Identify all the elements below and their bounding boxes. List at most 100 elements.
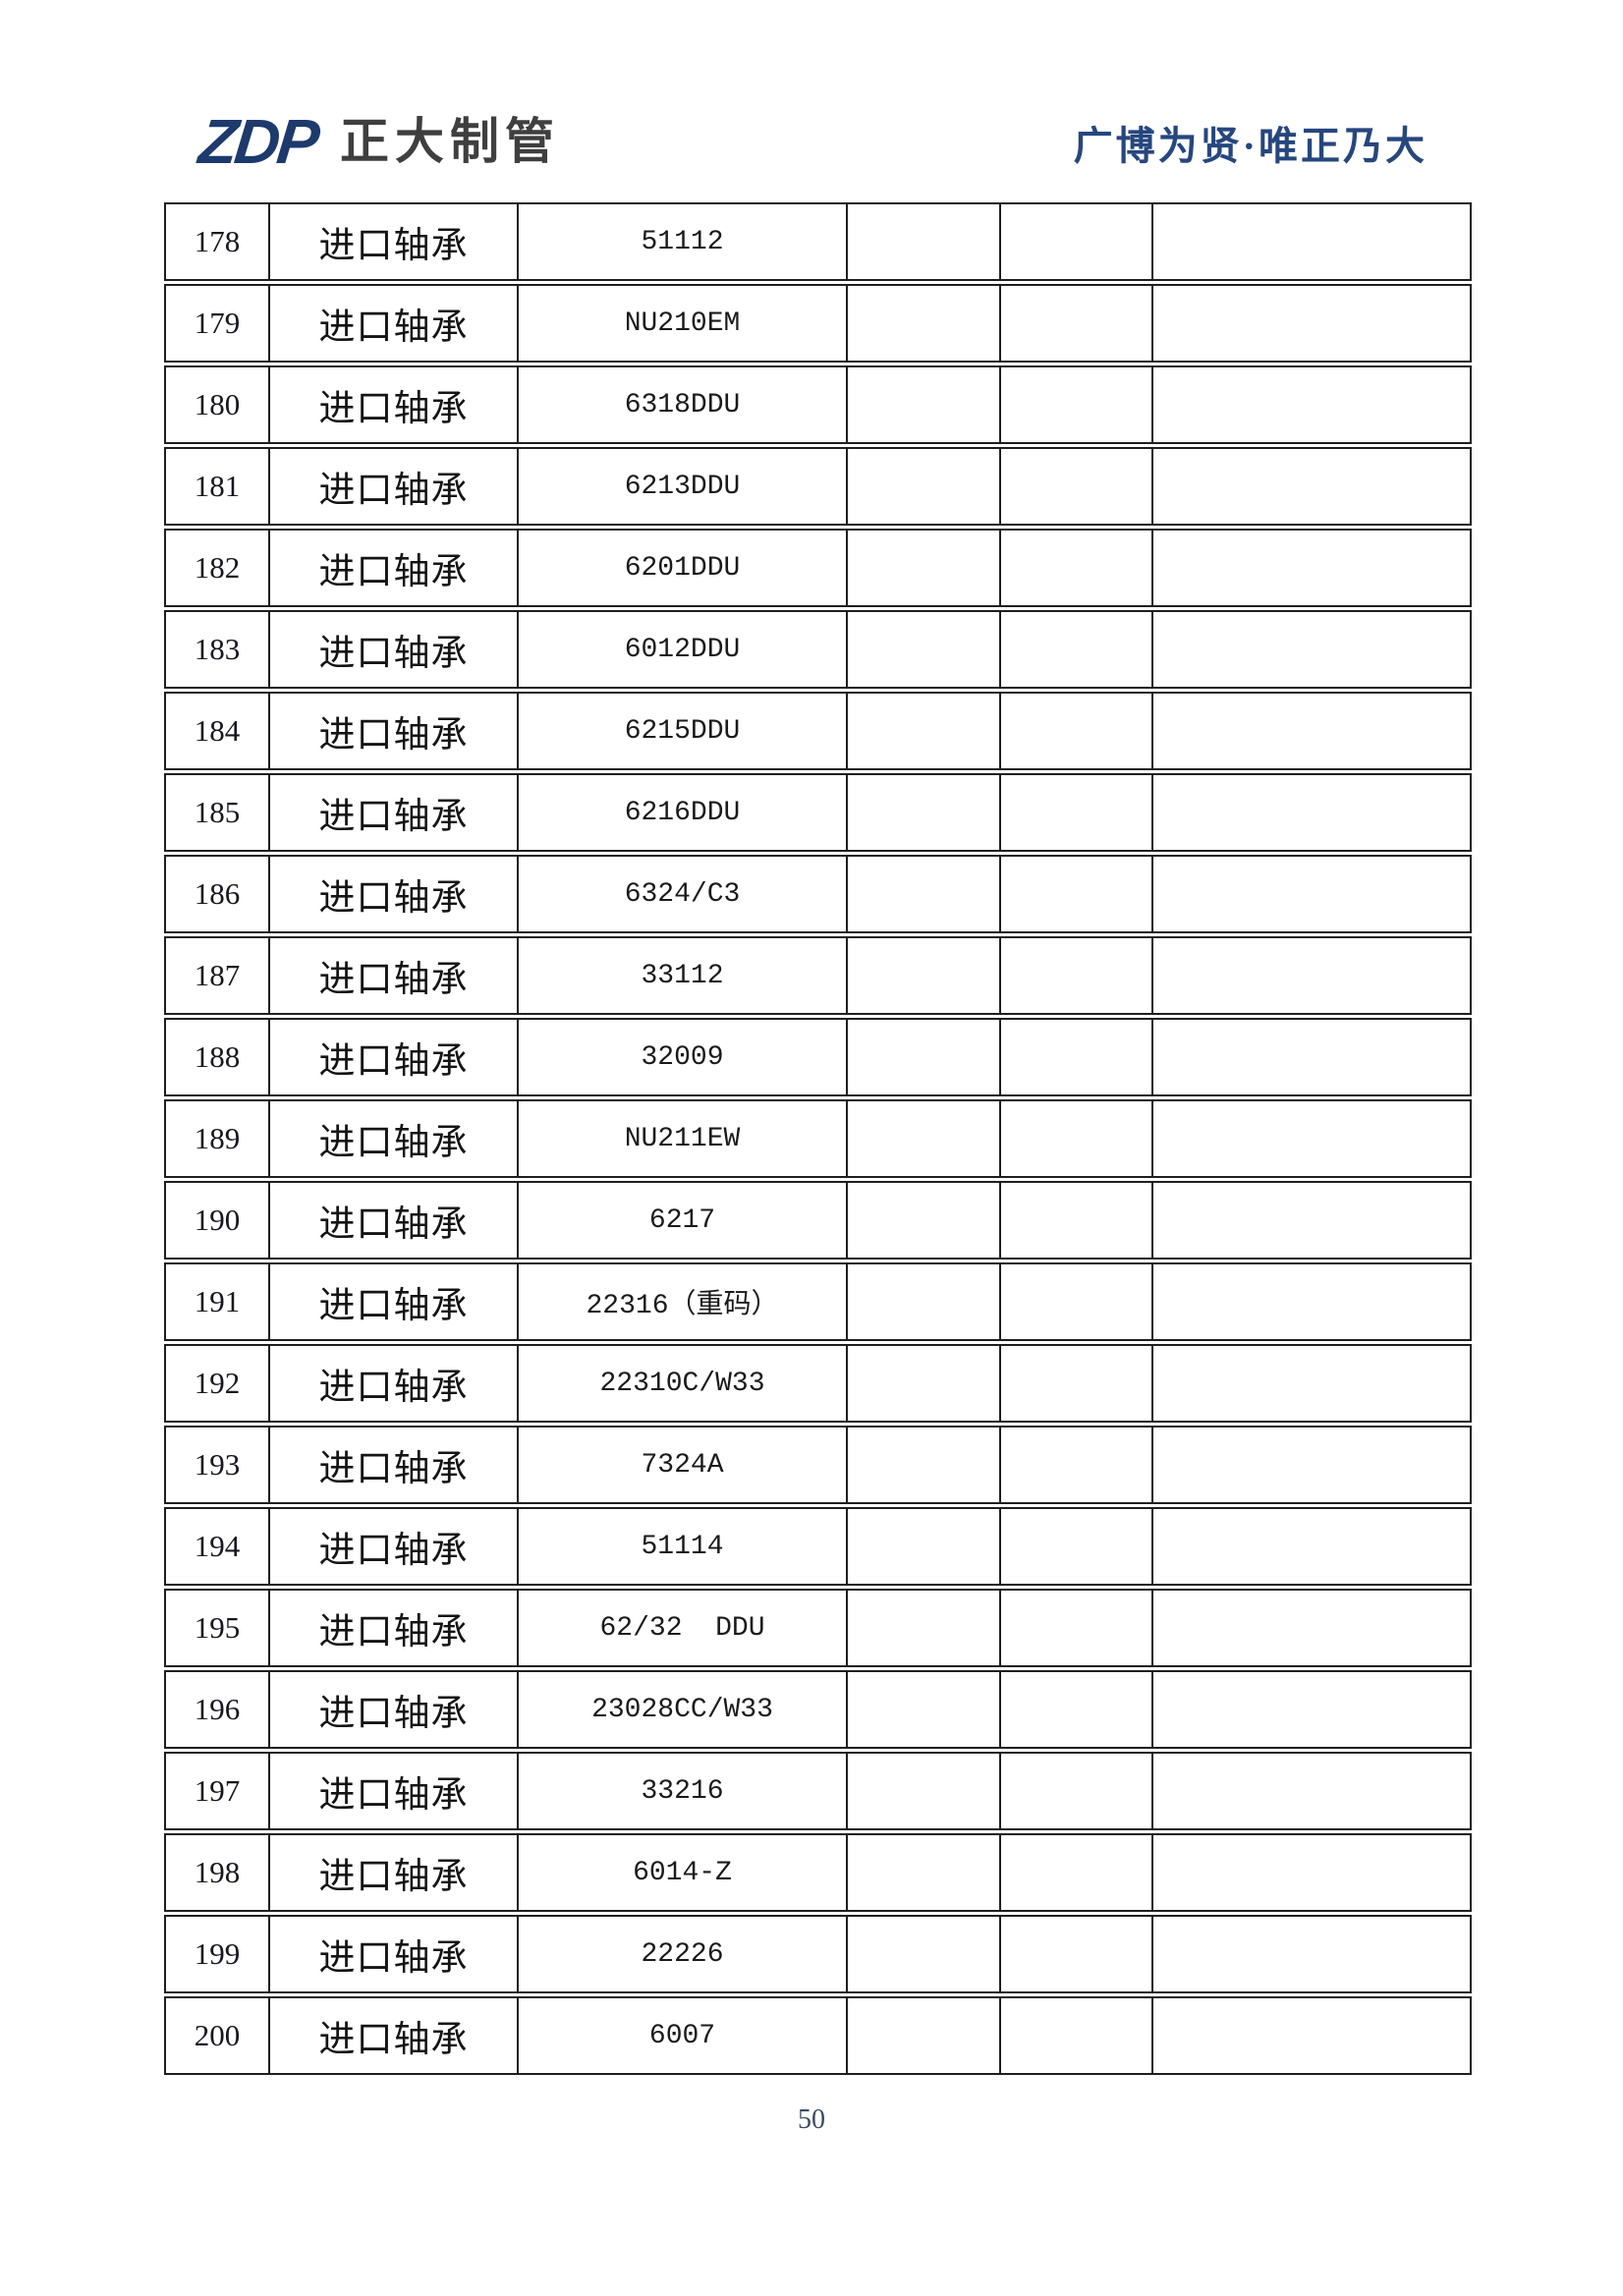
row-number-cell: 190 [164, 1181, 270, 1260]
empty-cell-1 [848, 1181, 1001, 1260]
empty-cell-3 [1153, 1833, 1472, 1912]
row-number-cell: 194 [164, 1507, 270, 1586]
model-cell: 6012DDU [519, 610, 848, 689]
model-cell: 33216 [519, 1752, 848, 1830]
empty-cell-2 [1001, 1752, 1153, 1830]
category-cell: 进口轴承 [270, 447, 519, 526]
empty-cell-2 [1001, 1996, 1153, 2075]
category-cell: 进口轴承 [270, 365, 519, 444]
row-number-cell: 197 [164, 1752, 270, 1830]
empty-cell-2 [1001, 936, 1153, 1015]
model-cell: 6201DDU [519, 529, 848, 607]
empty-cell-3 [1153, 1181, 1472, 1260]
bearings-table: 178 进口轴承 51112 179 进口轴承 NU210EM 180 进口轴承… [164, 199, 1472, 2078]
empty-cell-2 [1001, 773, 1153, 852]
table-row: 184 进口轴承 6215DDU [164, 692, 1472, 770]
model-cell: 6324/C3 [519, 855, 848, 933]
empty-cell-1 [848, 1996, 1001, 2075]
empty-cell-1 [848, 610, 1001, 689]
empty-cell-2 [1001, 1018, 1153, 1096]
row-number-cell: 193 [164, 1426, 270, 1504]
empty-cell-1 [848, 1507, 1001, 1586]
empty-cell-2 [1001, 1589, 1153, 1667]
empty-cell-2 [1001, 1099, 1153, 1178]
table-row: 190 进口轴承 6217 [164, 1181, 1472, 1260]
category-cell: 进口轴承 [270, 855, 519, 933]
table-row: 188 进口轴承 32009 [164, 1018, 1472, 1096]
model-cell: 22310C/W33 [519, 1344, 848, 1423]
table-row: 198 进口轴承 6014-Z [164, 1833, 1472, 1912]
empty-cell-1 [848, 447, 1001, 526]
empty-cell-2 [1001, 1181, 1153, 1260]
empty-cell-3 [1153, 936, 1472, 1015]
category-cell: 进口轴承 [270, 1018, 519, 1096]
empty-cell-2 [1001, 202, 1153, 281]
empty-cell-1 [848, 1589, 1001, 1667]
company-brand: ZDP 正大制管 [196, 106, 560, 177]
model-cell: 51114 [519, 1507, 848, 1586]
model-cell: 51112 [519, 202, 848, 281]
category-cell: 进口轴承 [270, 692, 519, 770]
model-cell: 6318DDU [519, 365, 848, 444]
empty-cell-2 [1001, 1670, 1153, 1749]
empty-cell-3 [1153, 1915, 1472, 1993]
empty-cell-3 [1153, 1262, 1472, 1341]
empty-cell-2 [1001, 1426, 1153, 1504]
category-cell: 进口轴承 [270, 1344, 519, 1423]
empty-cell-3 [1153, 855, 1472, 933]
empty-cell-3 [1153, 447, 1472, 526]
table-row: 193 进口轴承 7324A [164, 1426, 1472, 1504]
row-number-cell: 192 [164, 1344, 270, 1423]
empty-cell-2 [1001, 1915, 1153, 1993]
table-row: 186 进口轴承 6324/C3 [164, 855, 1472, 933]
category-cell: 进口轴承 [270, 1507, 519, 1586]
empty-cell-3 [1153, 529, 1472, 607]
model-cell: 22316（重码） [519, 1262, 848, 1341]
empty-cell-1 [848, 1833, 1001, 1912]
empty-cell-3 [1153, 1752, 1472, 1830]
company-slogan: 广博为贤·唯正乃大 [1073, 124, 1427, 168]
model-cell: 7324A [519, 1426, 848, 1504]
row-number-cell: 189 [164, 1099, 270, 1178]
row-number-cell: 200 [164, 1996, 270, 2075]
empty-cell-3 [1153, 1426, 1472, 1504]
empty-cell-1 [848, 1752, 1001, 1830]
empty-cell-1 [848, 1915, 1001, 1993]
empty-cell-2 [1001, 1507, 1153, 1586]
empty-cell-3 [1153, 202, 1472, 281]
category-cell: 进口轴承 [270, 1262, 519, 1341]
empty-cell-1 [848, 284, 1001, 363]
model-cell: 6007 [519, 1996, 848, 2075]
row-number-cell: 195 [164, 1589, 270, 1667]
model-cell: 32009 [519, 1018, 848, 1096]
category-cell: 进口轴承 [270, 773, 519, 852]
row-number-cell: 199 [164, 1915, 270, 1993]
empty-cell-3 [1153, 1589, 1472, 1667]
empty-cell-3 [1153, 1099, 1472, 1178]
model-cell: 6215DDU [519, 692, 848, 770]
row-number-cell: 184 [164, 692, 270, 770]
table-row: 194 进口轴承 51114 [164, 1507, 1472, 1586]
category-cell: 进口轴承 [270, 610, 519, 689]
table-row: 189 进口轴承 NU211EW [164, 1099, 1472, 1178]
empty-cell-2 [1001, 692, 1153, 770]
empty-cell-2 [1001, 610, 1153, 689]
table-row: 200 进口轴承 6007 [164, 1996, 1472, 2075]
model-cell: 6213DDU [519, 447, 848, 526]
row-number-cell: 191 [164, 1262, 270, 1341]
empty-cell-1 [848, 1344, 1001, 1423]
empty-cell-2 [1001, 284, 1153, 363]
empty-cell-1 [848, 365, 1001, 444]
empty-cell-3 [1153, 365, 1472, 444]
category-cell: 进口轴承 [270, 529, 519, 607]
empty-cell-1 [848, 202, 1001, 281]
empty-cell-1 [848, 855, 1001, 933]
category-cell: 进口轴承 [270, 1426, 519, 1504]
empty-cell-1 [848, 1099, 1001, 1178]
empty-cell-3 [1153, 610, 1472, 689]
table-row: 196 进口轴承 23028CC/W33 [164, 1670, 1472, 1749]
table-row: 191 进口轴承 22316（重码） [164, 1262, 1472, 1341]
empty-cell-2 [1001, 1262, 1153, 1341]
empty-cell-3 [1153, 1018, 1472, 1096]
empty-cell-1 [848, 692, 1001, 770]
